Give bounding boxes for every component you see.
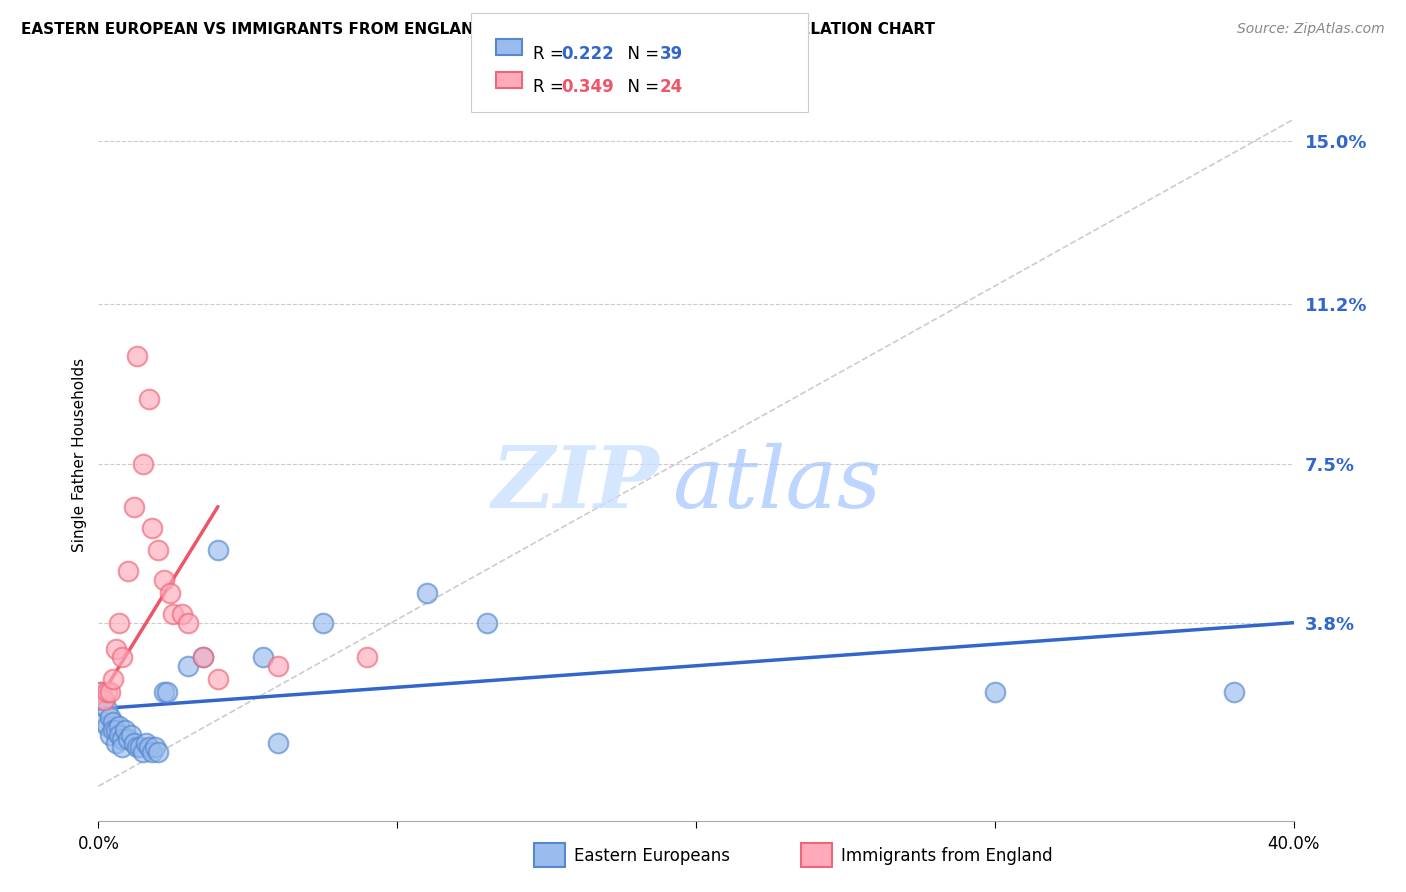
Point: [103, 672, 125, 686]
Point: [311, 615, 333, 630]
Point: [141, 521, 163, 535]
Point: [111, 731, 134, 746]
Point: [98, 728, 122, 742]
Text: Immigrants from England: Immigrants from England: [841, 847, 1053, 865]
Point: [105, 641, 128, 656]
Point: [111, 740, 134, 755]
Text: R =: R =: [533, 78, 569, 95]
Point: [138, 740, 160, 755]
Point: [127, 349, 149, 363]
Point: [90, 684, 112, 698]
Point: [141, 745, 163, 759]
Point: [162, 607, 184, 621]
Point: [143, 740, 166, 755]
Point: [117, 731, 139, 746]
Point: [98, 710, 122, 724]
Text: 0.222: 0.222: [561, 45, 614, 62]
Point: [191, 650, 214, 665]
Point: [267, 736, 290, 750]
Point: [111, 650, 134, 665]
Point: [132, 457, 155, 471]
Point: [124, 736, 146, 750]
Point: [153, 684, 176, 698]
Point: [96, 684, 118, 698]
Point: [93, 714, 115, 729]
Text: Source: ZipAtlas.com: Source: ZipAtlas.com: [1237, 22, 1385, 37]
Point: [108, 719, 131, 733]
Text: N =: N =: [617, 78, 665, 95]
Text: 39: 39: [659, 45, 683, 62]
Text: EASTERN EUROPEAN VS IMMIGRANTS FROM ENGLAND SINGLE FATHER HOUSEHOLDS CORRELATION: EASTERN EUROPEAN VS IMMIGRANTS FROM ENGL…: [21, 22, 935, 37]
Text: 24: 24: [659, 78, 683, 95]
Point: [172, 607, 194, 621]
Y-axis label: Single Father Households: Single Father Households: [72, 358, 87, 552]
Point: [416, 585, 439, 599]
Point: [148, 745, 170, 759]
Point: [124, 500, 146, 514]
Point: [105, 723, 128, 738]
Point: [98, 684, 122, 698]
Text: 0.349: 0.349: [561, 78, 614, 95]
Point: [475, 615, 498, 630]
Text: N =: N =: [617, 45, 665, 62]
Point: [129, 740, 152, 755]
Point: [138, 392, 160, 406]
Point: [108, 615, 131, 630]
Point: [96, 702, 118, 716]
Point: [177, 658, 200, 673]
Point: [93, 693, 115, 707]
Point: [114, 723, 136, 738]
Point: [96, 719, 118, 733]
Point: [252, 650, 274, 665]
Point: [153, 573, 176, 587]
Point: [105, 736, 128, 750]
Point: [156, 684, 179, 698]
Text: ZIP: ZIP: [492, 442, 661, 526]
Point: [90, 684, 112, 698]
Point: [117, 564, 139, 578]
Text: R =: R =: [533, 45, 569, 62]
Point: [356, 650, 378, 665]
Text: Eastern Europeans: Eastern Europeans: [574, 847, 730, 865]
Point: [191, 650, 214, 665]
Point: [983, 684, 1005, 698]
Point: [177, 615, 200, 630]
Point: [93, 693, 115, 707]
Point: [135, 736, 157, 750]
Point: [207, 542, 229, 557]
Point: [103, 723, 125, 738]
Point: [148, 542, 170, 557]
Point: [108, 728, 131, 742]
Point: [267, 658, 290, 673]
Point: [207, 672, 229, 686]
Point: [1223, 684, 1246, 698]
Point: [127, 740, 149, 755]
Text: atlas: atlas: [672, 442, 882, 525]
Point: [103, 714, 125, 729]
Point: [132, 745, 155, 759]
Point: [159, 585, 181, 599]
Point: [120, 728, 142, 742]
